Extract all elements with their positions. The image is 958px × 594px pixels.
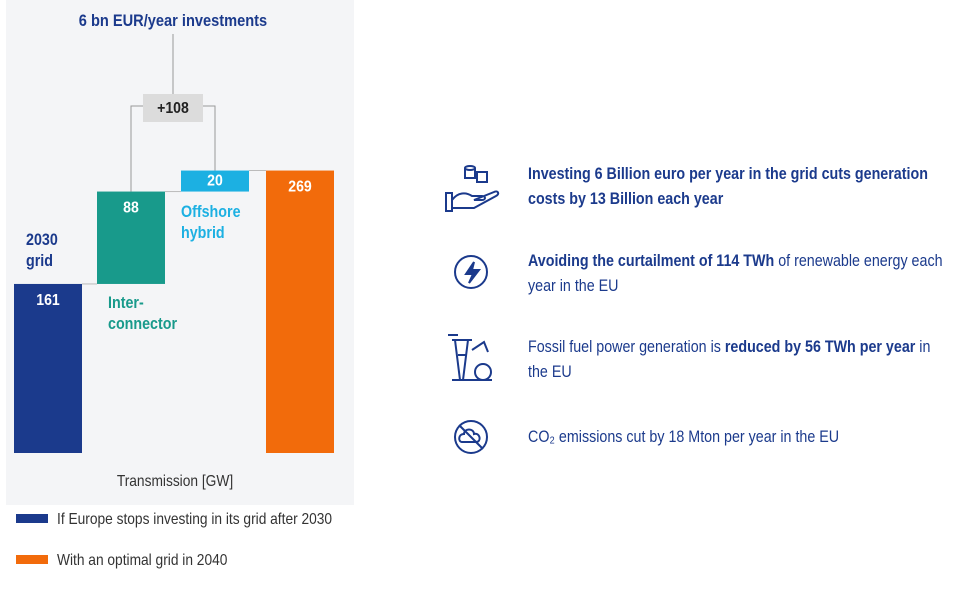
highlight-text: Avoiding the curtailment of 114 TWh [528,251,775,270]
highlight-text: Fossil fuel power generation is [528,337,725,356]
highlight-text: Investing 6 Billion euro per year in the… [528,164,928,208]
bar [266,170,334,454]
co2-icon [454,420,488,454]
legend-label: If Europe stops investing in its grid af… [57,510,332,528]
annotation: +108 [157,99,189,117]
legend-swatch [16,555,48,564]
category-label: 2030 grid [26,230,58,270]
value-label: 161 [36,291,59,309]
fossil-icon [448,334,492,381]
category-label: Offshore hybrid [181,202,241,242]
money-hand-icon [445,165,500,212]
chart-title: 6 bn EUR/year investments [79,12,268,30]
icons [445,165,500,454]
annotation-box [143,94,203,122]
highlight-text: reduced by 56 TWh per year [724,337,916,356]
legend-swatch [16,514,48,523]
highlight: Investing 6 Billion euro per year in the… [528,161,948,211]
highlight-text: of renewable energy each year in the EU [528,251,943,295]
energy-icon [454,255,488,289]
highlight: Fossil fuel power generation is reduced … [528,334,948,384]
value-label: 88 [123,199,139,217]
highlight: Avoiding the curtailment of 114 TWh of r… [528,248,948,298]
category-label: Inter- connector [108,293,178,333]
value-label: 269 [288,178,311,196]
bar [181,170,249,192]
legend-label: With an optimal grid in 2040 [57,551,227,569]
highlight-text: in the EU [528,337,931,381]
value-label: 20 [207,172,223,190]
bar [14,283,82,453]
x-axis-label: Transmission [GW] [117,472,233,490]
highlight-text: CO₂ emissions cut by 18 Mton per year in… [528,427,840,446]
bar [97,191,165,284]
highlight: CO₂ emissions cut by 18 Mton per year in… [528,424,948,449]
